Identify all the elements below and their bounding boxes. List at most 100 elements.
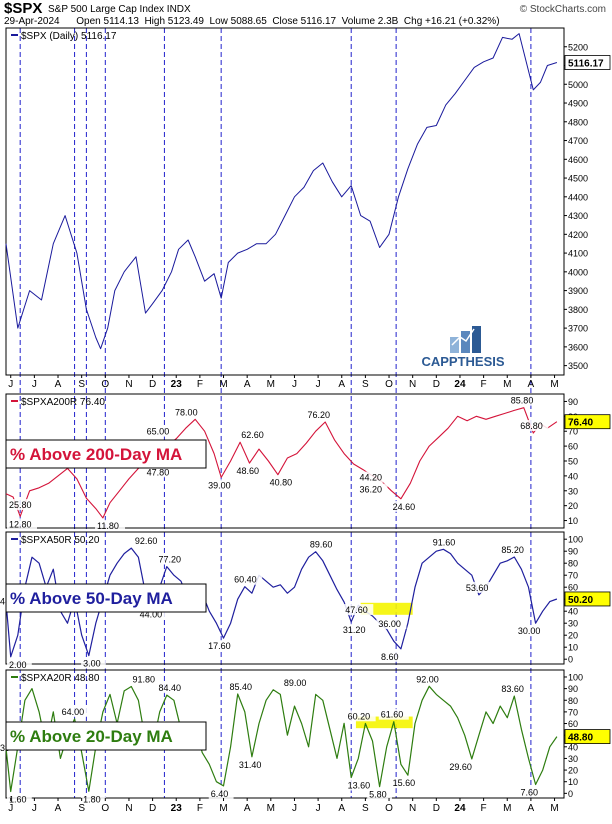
annotation-label: 68.80 — [520, 421, 543, 431]
price-stats: 29-Apr-2024 Open 5114.13 High 5123.49 Lo… — [4, 16, 500, 27]
annotation-bg — [7, 518, 37, 530]
annotation-bg — [236, 758, 267, 770]
source-credit: © StockCharts.com — [519, 4, 606, 15]
annotation-bg — [81, 793, 106, 805]
annotation-bg — [463, 581, 494, 593]
y-tick-label: 0 — [568, 655, 573, 665]
annotation-bg — [508, 394, 539, 406]
annotation-label: 78.00 — [175, 407, 198, 417]
x-label-top: N — [125, 379, 132, 390]
x-label-bottom: D — [433, 803, 440, 814]
y-tick-label: 10 — [568, 643, 578, 653]
series-line — [5, 547, 558, 658]
y-tick-label: 5000 — [568, 80, 588, 90]
y-tick-label: 3900 — [568, 286, 588, 296]
annotation-bg — [518, 420, 549, 432]
x-label-top: F — [481, 379, 487, 390]
x-label-bottom: 24 — [454, 803, 466, 814]
annotation-label: 47.60 — [345, 605, 368, 615]
annotation-bg — [345, 710, 376, 722]
y-tick-label: 60 — [568, 583, 578, 593]
annotation-bg — [206, 640, 237, 652]
annotation-label: 48.60 — [237, 466, 260, 476]
annotation-label: 8.60 — [381, 652, 399, 662]
annotation-label: 92.00 — [416, 674, 439, 684]
logo-bars-icon — [450, 326, 481, 353]
annotation-bg — [7, 793, 32, 805]
annotation-bg — [345, 779, 376, 791]
annotation-label: 44.00 — [140, 609, 163, 619]
annotation-label: 60.40 — [234, 575, 257, 585]
annotation-bg — [7, 499, 37, 511]
y-tick-label: 30 — [568, 486, 578, 496]
annotation-bg — [132, 535, 163, 547]
annotation-label: 92.60 — [135, 536, 158, 546]
annotation-label: 91.60 — [433, 537, 456, 547]
x-label-top: M — [550, 379, 558, 390]
annotation-bg — [95, 519, 126, 531]
panel-label: % Above 20-Day MA — [10, 727, 173, 746]
annotation-label: 13.60 — [348, 781, 371, 791]
y-tick-label: 4500 — [568, 174, 588, 184]
y-tick-label: 4300 — [568, 211, 588, 221]
x-label-bottom: M — [267, 803, 275, 814]
x-label-top: 23 — [171, 379, 183, 390]
last-value-tag — [564, 591, 611, 607]
y-tick-label: 3800 — [568, 305, 588, 315]
y-tick-label: 40 — [568, 742, 578, 752]
annotation-bg — [144, 466, 175, 478]
left-clip-label: 39 — [0, 743, 10, 753]
left-clip-label: 48 — [0, 597, 10, 607]
x-label-top: S — [362, 379, 369, 390]
x-label-top: M — [503, 379, 511, 390]
logo-trend-line — [451, 328, 475, 346]
y-tick-label: 3700 — [568, 324, 588, 334]
panel-label: % Above 200-Day MA — [10, 445, 182, 464]
annotation-bg — [515, 625, 546, 637]
annotation-bg — [430, 536, 461, 548]
x-label-bottom: M — [550, 803, 558, 814]
panel-title: $SPXA20R 48.80 — [21, 673, 100, 684]
y-tick-label: 3500 — [568, 361, 588, 371]
annotation-bg — [378, 708, 409, 720]
x-label-bottom: M — [503, 803, 511, 814]
last-value-text: 50.20 — [568, 595, 593, 606]
y-tick-label: 60 — [568, 442, 578, 452]
annotation-label: 31.20 — [343, 625, 366, 635]
x-label-bottom: F — [197, 803, 203, 814]
x-label-top: J — [8, 379, 13, 390]
annotation-label: 53.60 — [466, 583, 489, 593]
annotation-label: 40.80 — [270, 478, 293, 488]
y-tick-label: 60 — [568, 719, 578, 729]
x-label-bottom: A — [528, 803, 535, 814]
annotation-label: 31.40 — [239, 760, 262, 770]
y-tick-label: 4900 — [568, 99, 588, 109]
annotation-bg — [499, 683, 530, 695]
logo-bar-1 — [450, 337, 459, 353]
y-tick-label: 100 — [568, 535, 583, 545]
annotation-bg — [281, 676, 312, 688]
annotation-bg — [81, 657, 106, 669]
annotation-label: 36.20 — [359, 485, 382, 495]
x-label-top: N — [409, 379, 416, 390]
annotation-bg — [518, 786, 544, 798]
last-value-text: 5116.17 — [568, 59, 604, 70]
annotation-bg — [130, 673, 161, 685]
annotation-label: 1.60 — [9, 794, 27, 804]
x-label-top: M — [219, 379, 227, 390]
y-tick-label: 90 — [568, 397, 578, 407]
brand-logo: CAPPTHESIS — [421, 326, 505, 369]
annotation-label: 47.80 — [147, 467, 170, 477]
x-label-top: D — [149, 379, 156, 390]
x-label-bottom: N — [409, 803, 416, 814]
ticker-symbol: $SPX — [4, 0, 43, 17]
annotation-label: 60.20 — [348, 711, 371, 721]
y-tick-label: 30 — [568, 619, 578, 629]
annotation-label: 85.80 — [511, 396, 534, 406]
annotation-bg — [173, 406, 204, 418]
x-label-bottom: J — [316, 803, 321, 814]
annotation-bg — [390, 500, 421, 512]
x-label-top: D — [433, 379, 440, 390]
x-label-top: F — [197, 379, 203, 390]
annotation-bg — [343, 604, 374, 616]
